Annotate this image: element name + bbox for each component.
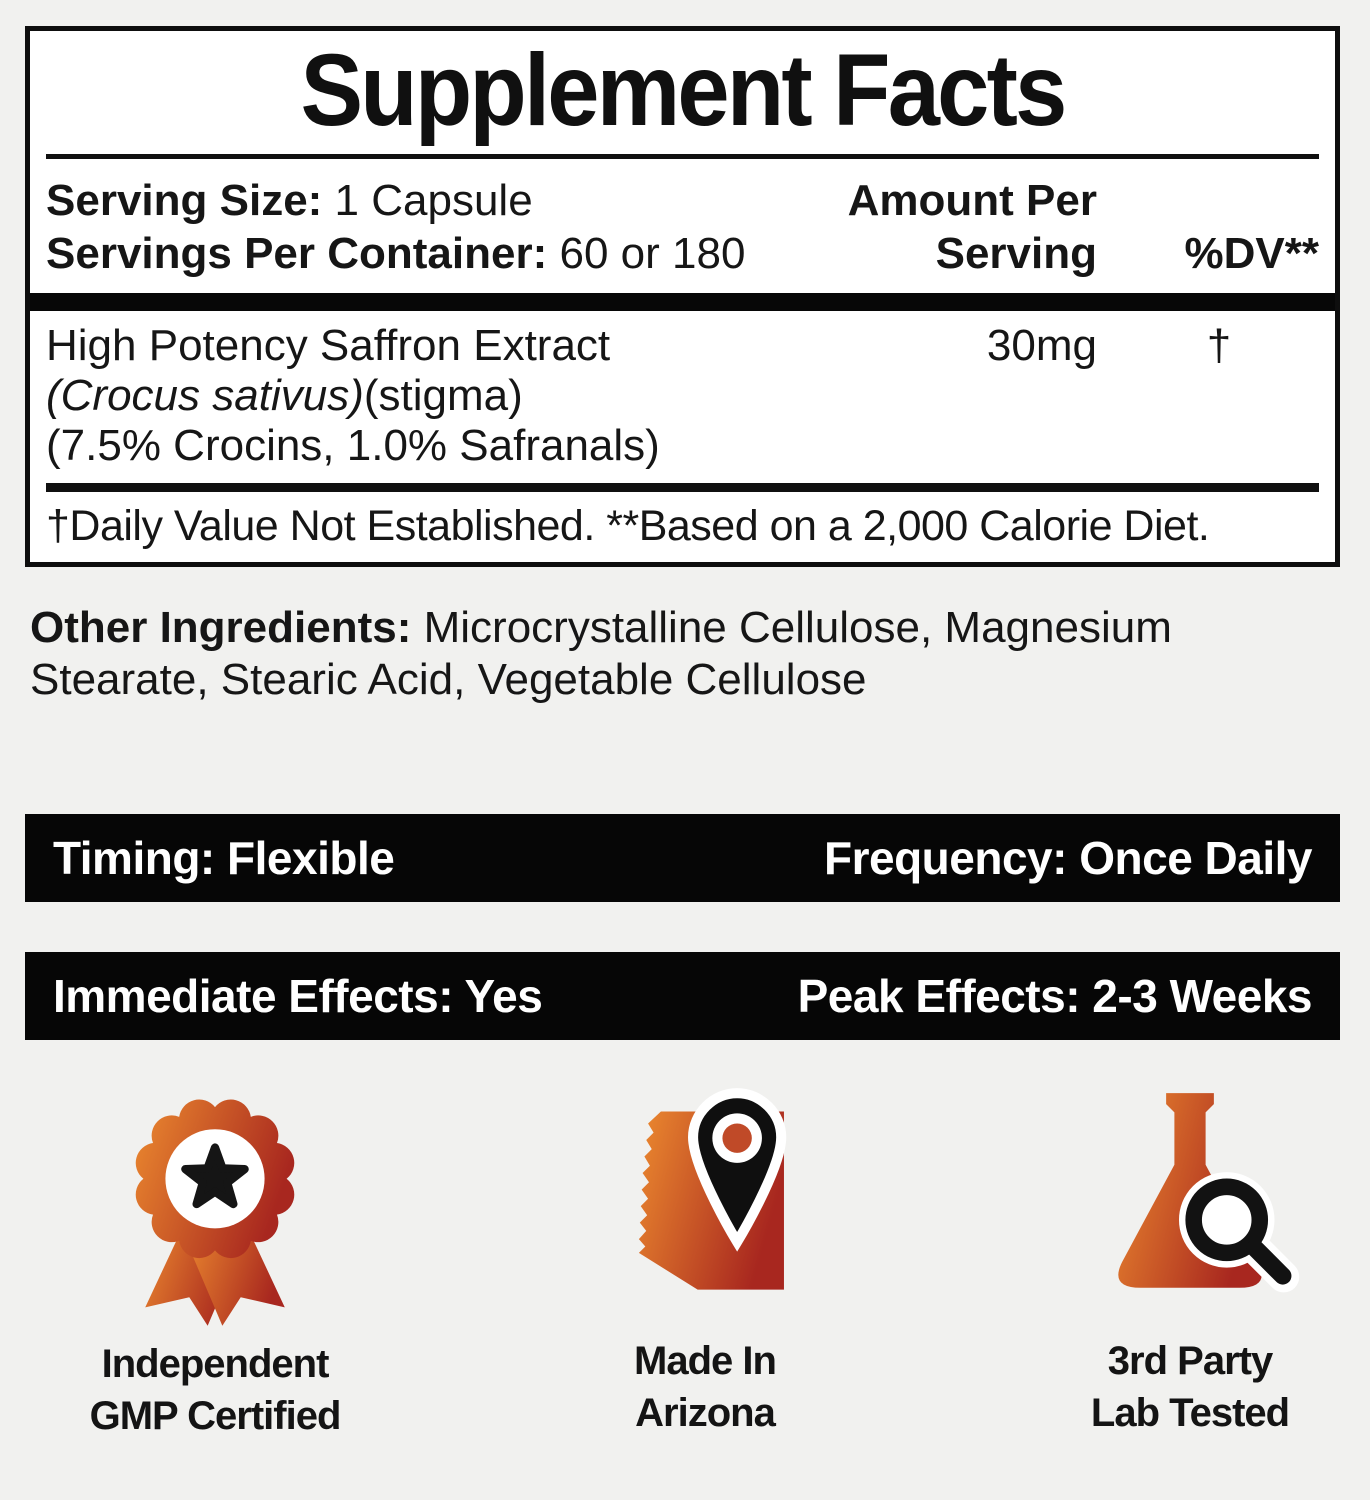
other-ingredients-label: Other Ingredients: — [30, 603, 412, 652]
frequency-text: Frequency: Once Daily — [824, 832, 1313, 884]
ingredient-dv: † — [1206, 320, 1232, 370]
badge-gmp-caption: Independent GMP Certified — [89, 1342, 342, 1438]
gmp-ribbon-award-icon — [135, 1099, 295, 1326]
magnifier-icon — [1178, 1172, 1300, 1293]
serving-info: Serving Size: 1 Capsule Servings Per Con… — [46, 175, 745, 281]
ingredient-row: High Potency Saffron Extract (Crocus sat… — [46, 321, 1319, 471]
peak-effects-text: Peak Effects: 2-3 Weeks — [797, 970, 1313, 1022]
badge-lab-tested: 3rd Party Lab Tested — [1050, 1082, 1330, 1439]
lab-flask-magnifier-icon — [1118, 1093, 1300, 1293]
servings-per-container-line: Servings Per Container: 60 or 180 — [46, 228, 745, 281]
divider-thin — [46, 154, 1319, 160]
ingredient-latin-line: (Crocus sativus)(stigma) — [46, 371, 937, 421]
effects-bar: Immediate Effects: Yes Peak Effects: 2-3… — [25, 952, 1340, 1040]
divider-thick — [30, 292, 1335, 311]
divider-medium — [46, 483, 1319, 493]
ingredient-standardization: (7.5% Crocins, 1.0% Safranals) — [46, 421, 660, 470]
pin-dot — [722, 1123, 752, 1153]
servings-per-container-value: 60 or 180 — [559, 228, 746, 278]
ingredient-amount: 30mg — [986, 320, 1097, 370]
column-headers: Amount Per Serving %DV** — [848, 175, 1319, 281]
arizona-state-map-pin-icon — [638, 1088, 787, 1290]
amount-per-serving-header: Amount Per Serving — [847, 176, 1097, 278]
panel-title: Supplement Facts — [300, 33, 1067, 147]
ingredient-part: (stigma) — [363, 370, 523, 420]
immediate-effects-text: Immediate Effects: Yes — [53, 970, 543, 1022]
dv-header: %DV** — [1184, 228, 1320, 278]
badge-arizona-caption: Made In Arizona — [634, 1339, 777, 1435]
other-ingredients-value: Microcrystalline Cellulose, Magnesium St… — [30, 603, 1172, 704]
badge-lab-caption: 3rd Party Lab Tested — [1090, 1339, 1290, 1435]
star-icon — [181, 1143, 249, 1209]
serving-size-value: 1 Capsule — [334, 176, 533, 226]
supplement-facts-panel: Supplement Facts Serving Size: 1 Capsule… — [25, 26, 1340, 567]
badge-gmp: Independent GMP Certified — [75, 1085, 355, 1442]
other-ingredients: Other Ingredients: Microcrystalline Cell… — [30, 602, 1335, 706]
ingredient-name: High Potency Saffron Extract — [46, 320, 611, 370]
serving-size-label: Serving Size: — [46, 176, 323, 226]
ingredient-name-block: High Potency Saffron Extract (Crocus sat… — [46, 321, 937, 471]
servings-per-container-label: Servings Per Container: — [46, 228, 548, 278]
timing-frequency-bar: Timing: Flexible Frequency: Once Daily — [25, 814, 1340, 902]
serving-size-line: Serving Size: 1 Capsule — [46, 175, 745, 228]
timing-text: Timing: Flexible — [53, 832, 395, 884]
serving-section: Serving Size: 1 Capsule Servings Per Con… — [46, 175, 1319, 281]
dv-footnote: †Daily Value Not Established. **Based on… — [46, 502, 1210, 551]
badge-arizona: Made In Arizona — [565, 1082, 845, 1439]
ingredient-latin: (Crocus sativus) — [46, 370, 364, 420]
